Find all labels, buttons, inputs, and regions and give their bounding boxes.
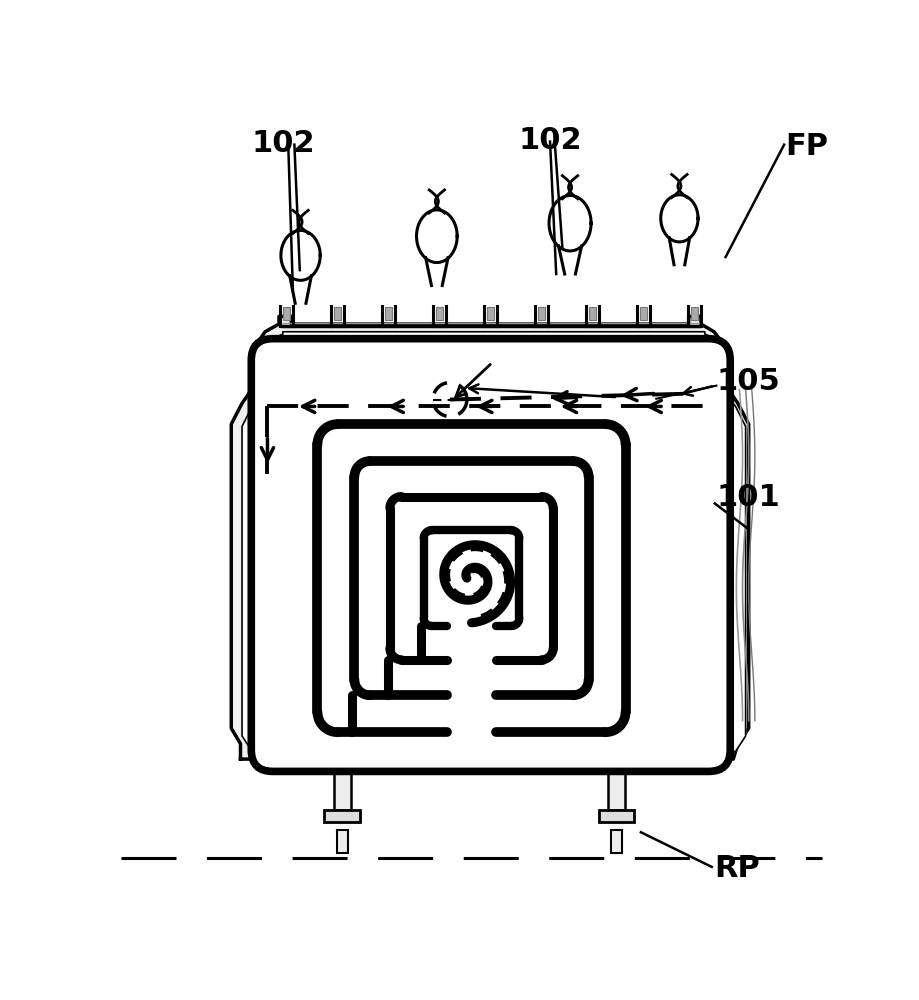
Bar	[598, 751, 633, 764]
Polygon shape	[558, 246, 581, 274]
Polygon shape	[416, 210, 457, 263]
Bar	[436, 307, 443, 320]
Bar	[690, 307, 698, 320]
Bar	[283, 307, 289, 320]
Polygon shape	[289, 276, 311, 303]
Bar	[385, 307, 391, 320]
Bar	[610, 830, 621, 853]
FancyBboxPatch shape	[251, 339, 730, 771]
Bar	[324, 810, 359, 822]
Text: FP: FP	[785, 132, 828, 161]
Text: RP: RP	[713, 854, 759, 883]
Polygon shape	[231, 316, 748, 759]
Bar	[607, 764, 624, 810]
Bar	[336, 830, 347, 853]
Text: 105: 105	[716, 367, 779, 396]
Bar	[538, 307, 545, 320]
Bar	[640, 307, 647, 320]
Bar	[487, 307, 494, 320]
Polygon shape	[668, 238, 689, 265]
Bar	[324, 751, 359, 764]
Bar	[589, 307, 596, 320]
Bar	[334, 307, 341, 320]
Text: 102: 102	[517, 126, 581, 155]
Polygon shape	[549, 195, 590, 251]
Text: 101: 101	[716, 483, 779, 512]
Text: 102: 102	[251, 129, 314, 158]
Bar	[334, 764, 350, 810]
Bar	[598, 810, 633, 822]
Polygon shape	[425, 258, 448, 286]
Polygon shape	[660, 195, 698, 242]
Polygon shape	[242, 332, 744, 751]
Polygon shape	[280, 230, 320, 280]
